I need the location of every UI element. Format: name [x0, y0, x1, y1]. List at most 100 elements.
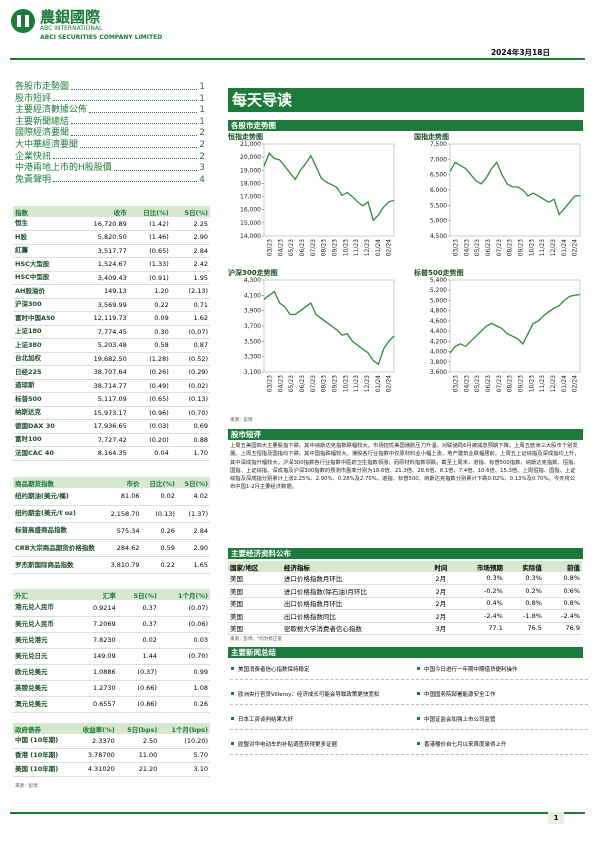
table-cell: (1.28) [149, 354, 169, 363]
toc-dots [71, 128, 198, 136]
table-cell: 美国 [230, 625, 243, 634]
econ-table: 国家/地区 经济指标 时间 市场预期 实际值 前值 美国 进口价格指数月环比 2月 0.3% 0.3… [228, 561, 582, 635]
toc-dots [71, 82, 198, 90]
y-tick-label: 6,000 [430, 187, 447, 194]
table-row: AH股溢价 149.13 1.20 (2.13) [13, 285, 210, 298]
news-item: 中国证监会加强上市公司监管 [416, 715, 588, 730]
table-cell: (0.07) [188, 603, 208, 612]
y-tick-label: 4,000 [430, 349, 447, 356]
x-tick-label: 03/23 [266, 375, 273, 392]
table-cell: 2月 [435, 587, 447, 596]
table-cell: 7,727.42 [97, 435, 127, 444]
table-row: 美国 进口价格指数月环比 2月 0.3% 0.3% 0.8% [228, 572, 582, 585]
market-table: 政府债券 收益率(%) 5日(bps) 1个月(bps) 中国 (10年期) 2.3370… [13, 723, 210, 777]
table-cell: 149.09 [92, 652, 116, 660]
y-tick-label: 3,100 [244, 369, 261, 376]
x-tick-label: 11/23 [353, 375, 360, 392]
x-tick-label: 03/23 [452, 239, 459, 256]
x-tick-label: 05/23 [474, 375, 481, 392]
news-bullet [417, 667, 420, 670]
column-header: 国家/地区 [230, 563, 259, 572]
table-cell: 5,203.48 [97, 341, 127, 350]
table-cell: (10.20) [184, 736, 208, 745]
header-row: 政府债券 收益率(%) 5日(bps) 1个月(bps) [13, 723, 210, 734]
table-cell: 罗杰斯国际商品指数 [15, 560, 74, 569]
table-cell: 紅籌 [15, 246, 28, 255]
company-en: ABC INTERNATIONAL [40, 25, 103, 32]
line-chart: 国指走势图 4,500 5,000 5,500 6,000 6,500 7,000 7,500… [414, 132, 581, 256]
table-cell: (0.66) [137, 684, 157, 692]
table-cell: -2.4% [561, 611, 580, 620]
table-cell: (0.91) [149, 273, 169, 282]
toc-page: 2 [199, 139, 205, 150]
table-cell: (2.13) [188, 287, 208, 296]
table-row: HSC大型股 1,524.67 (1.33) 2.42 [13, 258, 210, 271]
chart-title: 恒指走势图 [227, 132, 263, 141]
table-row: 美国 进口价格指数(除石油)月环比 2月 -0.2% 0.2% 0.6% [228, 585, 582, 597]
line-series [263, 152, 395, 222]
table-cell: -0.2% [483, 586, 503, 595]
y-tick-label: 5,200 [430, 287, 447, 294]
toc: 各股市走勢圖 1 股市短評 1 主要經濟數據公佈 1 主要新聞總結 1 國際經濟要聞 2 大中華經濟… [15, 82, 205, 186]
plot-area [449, 279, 581, 373]
toc-label: 各股市走勢圖 [15, 82, 70, 92]
table-cell: 0.26 [193, 700, 208, 708]
table-cell: 2月 [435, 600, 447, 609]
x-tick-label: 05/23 [288, 375, 295, 392]
x-tick-label: 04/23 [463, 239, 470, 256]
news-bullet [231, 717, 234, 720]
toc-label: 免責聲明 [15, 174, 52, 185]
x-tick-label: 01/24 [561, 239, 568, 256]
table-cell: 575.34 [116, 526, 140, 535]
table-cell: (0.03) [149, 422, 169, 431]
table-cell: 1.65 [193, 561, 208, 570]
market-table: 指数 收市 日比(%) 5日(%) 恒生 16,720.89 (1.42) 2.25 H股 5,8… [13, 206, 210, 461]
table-cell: 2.90 [193, 544, 208, 553]
toc-label: 中港兩地上市的H股股價 [15, 163, 112, 174]
table-row: 标普高盛商品指数 575.34 0.26 2.84 [13, 522, 210, 540]
y-tick-label: 7,000 [430, 156, 447, 163]
table-cell: 77.1 [488, 624, 503, 633]
table-cell: 76.5 [527, 624, 542, 633]
y-tick-label: 3,500 [244, 338, 261, 345]
toc-item: 主要經濟數據公佈 1 [15, 105, 205, 117]
y-tick-label: 4,200 [430, 338, 447, 345]
table-cell: (0.13) [155, 509, 175, 518]
table-cell: 出口价格指数月环比 [283, 600, 343, 609]
table-cell: (0.13) [188, 395, 208, 404]
x-tick-label: 10/23 [342, 239, 349, 256]
logo [11, 9, 35, 33]
table-row: 恒生 16,720.89 (1.42) 2.25 [13, 217, 210, 231]
table-cell: 英镑兑美元 [15, 683, 48, 692]
chart-title: 国指走势图 [414, 132, 449, 141]
table-row: 美元兑人民币 7.2069 0.37 (0.06) [13, 616, 210, 632]
toc-page: 3 [199, 163, 205, 174]
table-cell: 进口价格指数月环比 [283, 575, 343, 583]
chart-title: 标普500走势图 [413, 268, 464, 277]
table-cell: 7.8230 [92, 636, 116, 644]
table-cell: 1.0886 [92, 668, 116, 676]
column-header: 1个月(bps) [171, 725, 208, 734]
table-row: HSC中型股 3,409.43 (0.91) 1.95 [13, 271, 210, 285]
toc-dots [53, 152, 198, 160]
column-header: 1个月(%) [178, 591, 208, 600]
toc-dots [53, 94, 198, 102]
table-cell: 欧元兑美元 [15, 667, 48, 676]
table-cell: 0.03 [193, 636, 208, 644]
table-cell: 0.8% [563, 574, 580, 582]
x-tick-label: 05/23 [288, 239, 295, 256]
table-cell: (0.70) [188, 652, 208, 660]
table-cell: (0.70) [188, 408, 208, 417]
column-header: 实际值 [522, 563, 542, 572]
column-header: 5日(bps) [127, 725, 158, 734]
table-cell: (0.96) [149, 408, 169, 417]
table-cell: 0.69 [193, 422, 208, 431]
y-tick-label: 3,300 [244, 354, 261, 361]
line-series [449, 293, 581, 354]
y-tick-label: 7,500 [430, 141, 447, 148]
table-row: 富时100 7,727.42 (0.20) 0.88 [13, 433, 210, 447]
x-tick-label: 08/23 [321, 375, 328, 392]
table-row: 纽约期油(美元/桶) 81.06 0.02 4.02 [13, 488, 210, 506]
table-cell: 恒生 [15, 219, 28, 227]
x-tick-label: 01/24 [375, 375, 382, 392]
